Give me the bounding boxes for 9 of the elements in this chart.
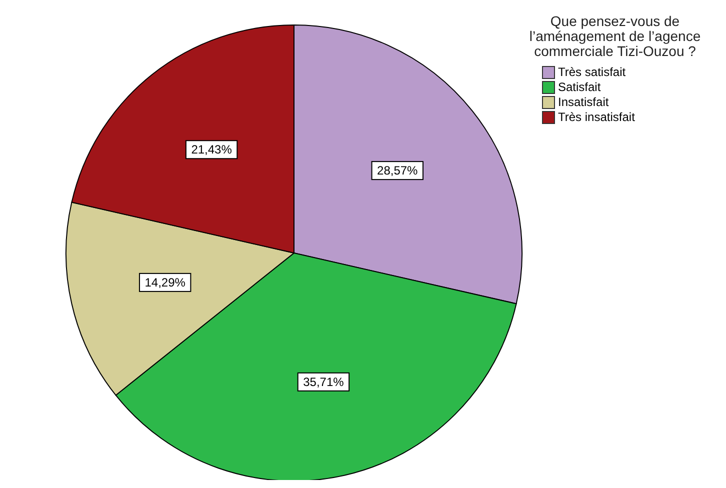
legend-label: Très satisfait xyxy=(558,65,626,80)
legend-label: Très insatisfait xyxy=(558,110,635,125)
legend-label: Insatisfait xyxy=(558,95,609,110)
data-label: 28,57% xyxy=(377,164,418,178)
data-label: 21,43% xyxy=(191,142,232,157)
data-label: 14,29% xyxy=(144,275,186,290)
legend-title: Que pensez-vous de l’aménagement de l’agence commerciale Tizi-Ouzou ? xyxy=(528,13,702,59)
data-label: 35,71% xyxy=(303,374,344,389)
legend-label: Satisfait xyxy=(558,80,601,95)
